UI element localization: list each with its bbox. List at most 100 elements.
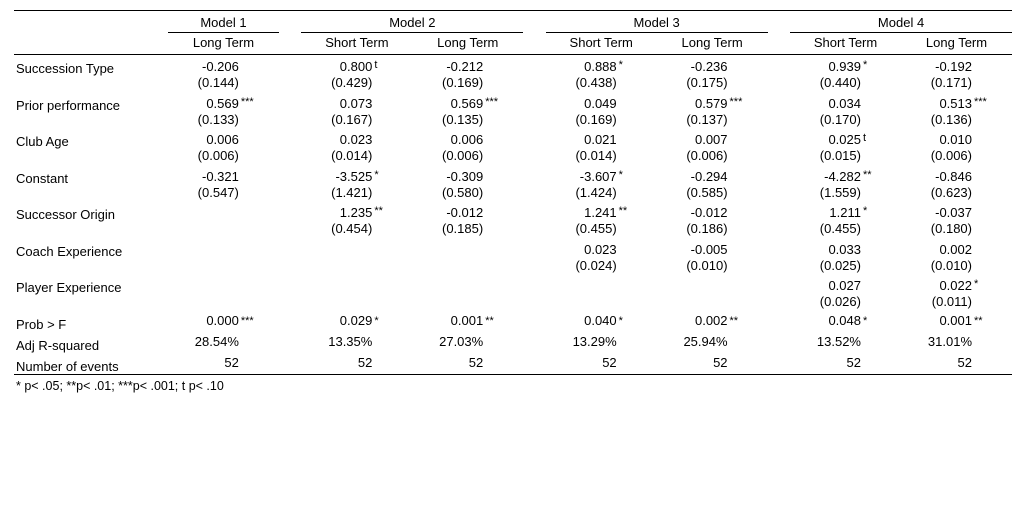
std-error: (0.006) [657, 148, 728, 164]
coef-value: -0.012 [657, 205, 728, 221]
sig-marker: t [374, 59, 410, 73]
sig-marker: *** [730, 96, 766, 110]
std-error: (0.006) [412, 148, 483, 164]
std-error: (0.180) [901, 221, 972, 237]
model-head: Model 4 [790, 11, 1012, 33]
sig-marker: * [863, 59, 899, 73]
coef-value: -0.309 [412, 169, 483, 185]
value-cell [168, 274, 279, 311]
coef-value: 0.021 [546, 132, 617, 148]
coef-value: 0.006 [168, 132, 239, 148]
value-cell: 13.29% [546, 332, 657, 353]
value-cell: -4.282(1.559)** [790, 165, 901, 202]
sub-header-row: Long Term Short Term Long Term Short Ter… [14, 33, 1012, 55]
value-cell: 0.000*** [168, 311, 279, 332]
coef-value: 0.023 [546, 242, 617, 258]
coef-value: -0.321 [168, 169, 239, 185]
std-error: (0.137) [657, 112, 728, 128]
value-cell: 0.034(0.170) [790, 92, 901, 129]
coef-value: -0.005 [657, 242, 728, 258]
std-error: (0.175) [657, 75, 728, 91]
row-label: Club Age [14, 128, 168, 165]
std-error: (0.135) [412, 112, 483, 128]
value-cell: -0.192(0.171) [901, 55, 1012, 92]
value-cell: 0.023(0.014) [301, 128, 412, 165]
std-error: (0.014) [546, 148, 617, 164]
value-cell: 0.073(0.167) [301, 92, 412, 129]
value-cell: 0.569(0.133)*** [168, 92, 279, 129]
coef-value: 0.513 [901, 96, 972, 112]
coef-value: 0.002 [657, 313, 728, 329]
coef-value: 0.000 [168, 313, 239, 329]
std-error: (0.169) [546, 112, 617, 128]
value-cell: -3.607(1.424)* [546, 165, 657, 202]
std-error: (0.014) [301, 148, 372, 164]
coef-value: 31.01% [901, 334, 972, 350]
row-label: Succession Type [14, 55, 168, 92]
sig-marker: ** [619, 205, 655, 219]
std-error: (0.585) [657, 185, 728, 201]
std-error: (0.547) [168, 185, 239, 201]
value-cell [546, 274, 657, 311]
sig-marker: * [619, 315, 655, 329]
std-error: (0.455) [546, 221, 617, 237]
sig-marker: ** [730, 315, 766, 329]
sig-marker: * [619, 59, 655, 73]
table-row: Number of events52525252525252 [14, 353, 1012, 375]
coef-value: 52 [301, 355, 372, 371]
value-cell: -0.846(0.623) [901, 165, 1012, 202]
value-cell: 0.001** [901, 311, 1012, 332]
coef-value: -0.192 [901, 59, 972, 75]
coef-value: -0.846 [901, 169, 972, 185]
value-cell: 0.939(0.440)* [790, 55, 901, 92]
value-cell: 52 [901, 353, 1012, 375]
sig-marker: ** [974, 315, 1010, 329]
sig-marker: * [863, 315, 899, 329]
table-row: Adj R-squared28.54%13.35%27.03%13.29%25.… [14, 332, 1012, 353]
coef-value: 0.579 [657, 96, 728, 112]
row-label: Adj R-squared [14, 332, 168, 353]
table-row: Club Age0.006(0.006)0.023(0.014)0.006(0.… [14, 128, 1012, 165]
value-cell: 52 [301, 353, 412, 375]
value-cell: -0.294(0.585) [657, 165, 768, 202]
coef-value: 0.073 [301, 96, 372, 112]
std-error: (0.010) [657, 258, 728, 274]
std-error: (0.025) [790, 258, 861, 274]
value-cell [301, 238, 412, 275]
std-error: (0.455) [790, 221, 861, 237]
coef-value: 0.034 [790, 96, 861, 112]
table-row: Successor Origin1.235(0.454)**-0.012(0.1… [14, 201, 1012, 238]
std-error: (1.424) [546, 185, 617, 201]
coef-value: 52 [168, 355, 239, 371]
coef-value: -0.212 [412, 59, 483, 75]
coef-value: 52 [901, 355, 972, 371]
std-error: (0.438) [546, 75, 617, 91]
coef-value: 52 [790, 355, 861, 371]
value-cell: 52 [168, 353, 279, 375]
std-error: (0.440) [790, 75, 861, 91]
sig-marker: t [863, 132, 899, 146]
value-cell: 0.888(0.438)* [546, 55, 657, 92]
std-error: (0.133) [168, 112, 239, 128]
std-error: (0.026) [790, 294, 861, 310]
value-cell: 0.022(0.011)* [901, 274, 1012, 311]
coef-value: -3.525 [301, 169, 372, 185]
col-head: Long Term [412, 33, 523, 55]
row-label: Constant [14, 165, 168, 202]
value-cell: 0.021(0.014) [546, 128, 657, 165]
coef-value: 0.022 [901, 278, 972, 294]
coef-value: 13.52% [790, 334, 861, 350]
sig-marker: * [619, 169, 655, 183]
std-error: (0.186) [657, 221, 728, 237]
model-header-row: Model 1 Model 2 Model 3 Model 4 [14, 11, 1012, 33]
row-label: Coach Experience [14, 238, 168, 275]
coef-value: 13.29% [546, 334, 617, 350]
sig-marker: ** [374, 205, 410, 219]
model-head: Model 1 [168, 11, 279, 33]
coef-value: 25.94% [657, 334, 728, 350]
model-head: Model 3 [546, 11, 768, 33]
table-row: Constant-0.321(0.547)-3.525(1.421)*-0.30… [14, 165, 1012, 202]
std-error: (0.010) [901, 258, 972, 274]
coef-value: 0.029 [301, 313, 372, 329]
coef-value: 28.54% [168, 334, 239, 350]
